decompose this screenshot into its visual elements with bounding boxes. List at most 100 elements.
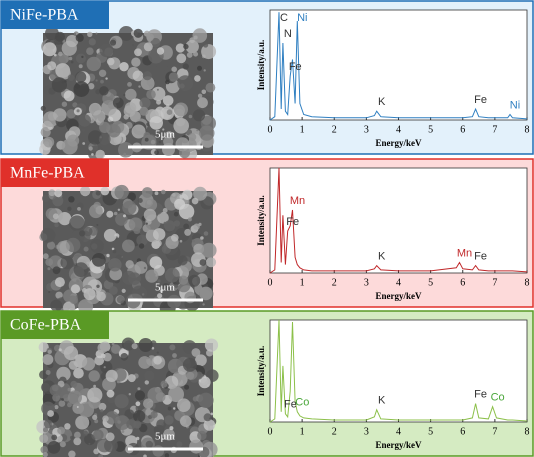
sem-particle	[92, 415, 97, 420]
sem-particle	[39, 434, 48, 443]
x-tick-label: 7	[492, 426, 497, 437]
sem-particle	[150, 256, 163, 269]
sem-particle	[199, 287, 213, 301]
sem-particle	[93, 110, 106, 123]
sem-particle	[96, 191, 101, 196]
sem-particle	[182, 190, 192, 200]
sem-particle	[201, 243, 216, 258]
sem-particle	[108, 258, 121, 271]
sem-particle	[138, 198, 143, 203]
sem-particle	[198, 393, 213, 408]
sem-particle	[161, 190, 166, 195]
sem-image	[36, 338, 218, 457]
sem-particle	[156, 392, 166, 402]
x-tick-label: 8	[525, 277, 530, 288]
sem-particle	[64, 91, 75, 102]
sem-particle	[109, 286, 118, 295]
sem-particle	[104, 366, 106, 368]
sem-particle	[51, 435, 57, 441]
sem-particle	[180, 240, 183, 243]
sem-particle	[76, 34, 84, 42]
sem-particle	[74, 262, 89, 277]
scale-bar-label: 5μm	[155, 431, 175, 443]
sem-particle	[74, 81, 90, 97]
sem-particle	[69, 57, 73, 61]
sem-particle	[123, 94, 125, 96]
x-tick-label: 4	[396, 277, 401, 288]
sem-particle	[205, 339, 218, 352]
sem-particle	[121, 353, 129, 361]
figure: 5μmNiFe-PBA012345678Energy/keVIntensity/…	[0, 0, 534, 457]
sem-particle	[187, 52, 193, 58]
sem-particle	[146, 223, 148, 225]
sem-particle	[75, 72, 86, 83]
sem-particle	[119, 62, 128, 71]
sem-particle	[82, 431, 88, 437]
sem-particle	[142, 187, 153, 198]
sem-particle	[204, 413, 212, 421]
sem-particle	[71, 61, 74, 64]
sem-particle	[153, 228, 165, 240]
sem-particle	[124, 105, 136, 117]
x-tick-label: 1	[300, 277, 305, 288]
sem-particle	[144, 42, 153, 51]
sem-particle	[64, 423, 70, 429]
sem-particle	[197, 66, 202, 71]
sem-particle	[62, 102, 67, 107]
sem-particle	[96, 33, 98, 35]
sem-image	[39, 26, 216, 162]
sem-particle	[54, 189, 62, 197]
scale-bar-label: 5μm	[155, 282, 175, 294]
sem-particle	[41, 228, 56, 243]
sem-particle	[68, 388, 72, 392]
sem-particle	[206, 257, 216, 267]
x-tick-label: 8	[525, 124, 530, 135]
sem-particle	[77, 109, 80, 112]
sem-particle	[204, 419, 216, 431]
sem-particle	[131, 58, 140, 67]
sem-particle	[167, 295, 181, 309]
sem-particle	[71, 284, 80, 293]
peak-label: C	[280, 12, 288, 24]
sem-particle	[104, 229, 117, 242]
sem-particle	[100, 80, 104, 84]
sem-particle	[67, 207, 71, 211]
sem-particle	[70, 296, 78, 304]
x-tick-label: 6	[460, 277, 465, 288]
sem-particle	[122, 289, 126, 293]
sem-particle	[75, 416, 89, 430]
sem-particle	[99, 70, 106, 77]
panel-label: CoFe-PBA	[10, 317, 82, 334]
sem-particle	[146, 123, 149, 126]
sem-particle	[165, 268, 180, 283]
sem-particle	[106, 432, 115, 441]
sem-particle	[76, 279, 79, 282]
sem-particle	[70, 436, 74, 440]
sem-particle	[89, 204, 103, 218]
x-tick-label: 1	[300, 426, 305, 437]
sem-particle	[79, 64, 83, 68]
sem-particle	[64, 346, 78, 360]
x-tick-label: 5	[428, 426, 433, 437]
sem-particle	[168, 407, 172, 411]
sem-particle	[192, 348, 201, 357]
peak-label: Mn	[290, 195, 305, 207]
sem-particle	[163, 95, 174, 106]
sem-particle	[122, 240, 135, 253]
x-tick-label: 8	[525, 426, 530, 437]
sem-particle	[206, 83, 216, 93]
sem-particle	[73, 438, 81, 446]
sem-particle	[77, 406, 79, 408]
sem-particle	[159, 141, 162, 144]
x-tick-label: 0	[268, 426, 273, 437]
sem-particle	[99, 133, 111, 145]
sem-particle	[155, 240, 161, 246]
sem-particle	[164, 220, 175, 231]
sem-particle	[134, 227, 141, 234]
sem-particle	[179, 276, 188, 285]
sem-particle	[76, 54, 86, 64]
peak-label: N	[284, 28, 292, 40]
sem-particle	[47, 410, 54, 417]
x-tick-label: 3	[364, 426, 369, 437]
y-axis-label: Intensity/a.u.	[256, 40, 266, 91]
